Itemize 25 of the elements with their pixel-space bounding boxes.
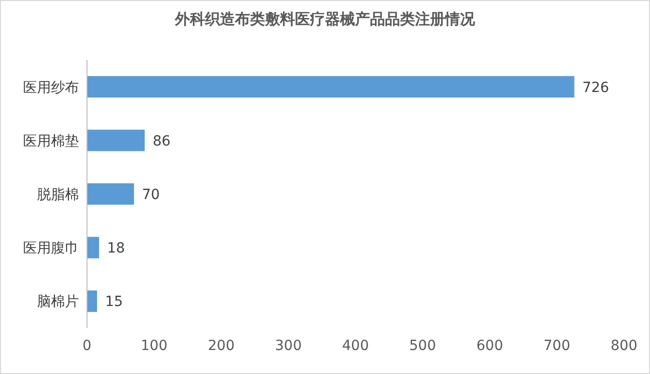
bar [87,236,100,258]
data-label: 18 [107,240,125,257]
x-tick-label: 400 [342,338,369,354]
y-tick-label: 医用纱布 [23,80,79,96]
y-tick-label: 医用棉垫 [23,133,79,150]
x-tick-label: 800 [610,338,638,354]
x-tick-label: 500 [409,338,436,354]
bar [87,130,145,152]
bar [87,183,134,205]
y-tick-label: 脱脂棉 [37,187,79,203]
bar [87,76,574,98]
y-tick-label: 脑棉片 [37,294,79,310]
data-label: 86 [152,133,171,150]
x-tick-label: 600 [476,338,504,354]
x-tick-label: 700 [544,338,570,354]
chart-title: 外科织造布类敷料医疗器械产品品类注册情况 [174,10,476,28]
bar [87,290,98,312]
data-label: 726 [582,80,610,96]
data-label: 70 [142,187,160,203]
y-tick-label: 医用腹巾 [23,240,79,257]
x-tick-label: 300 [275,338,302,354]
x-tick-label: 200 [208,338,235,354]
x-tick-label: 100 [140,338,168,354]
x-tick-label: 0 [82,338,92,354]
data-label: 15 [105,294,123,310]
